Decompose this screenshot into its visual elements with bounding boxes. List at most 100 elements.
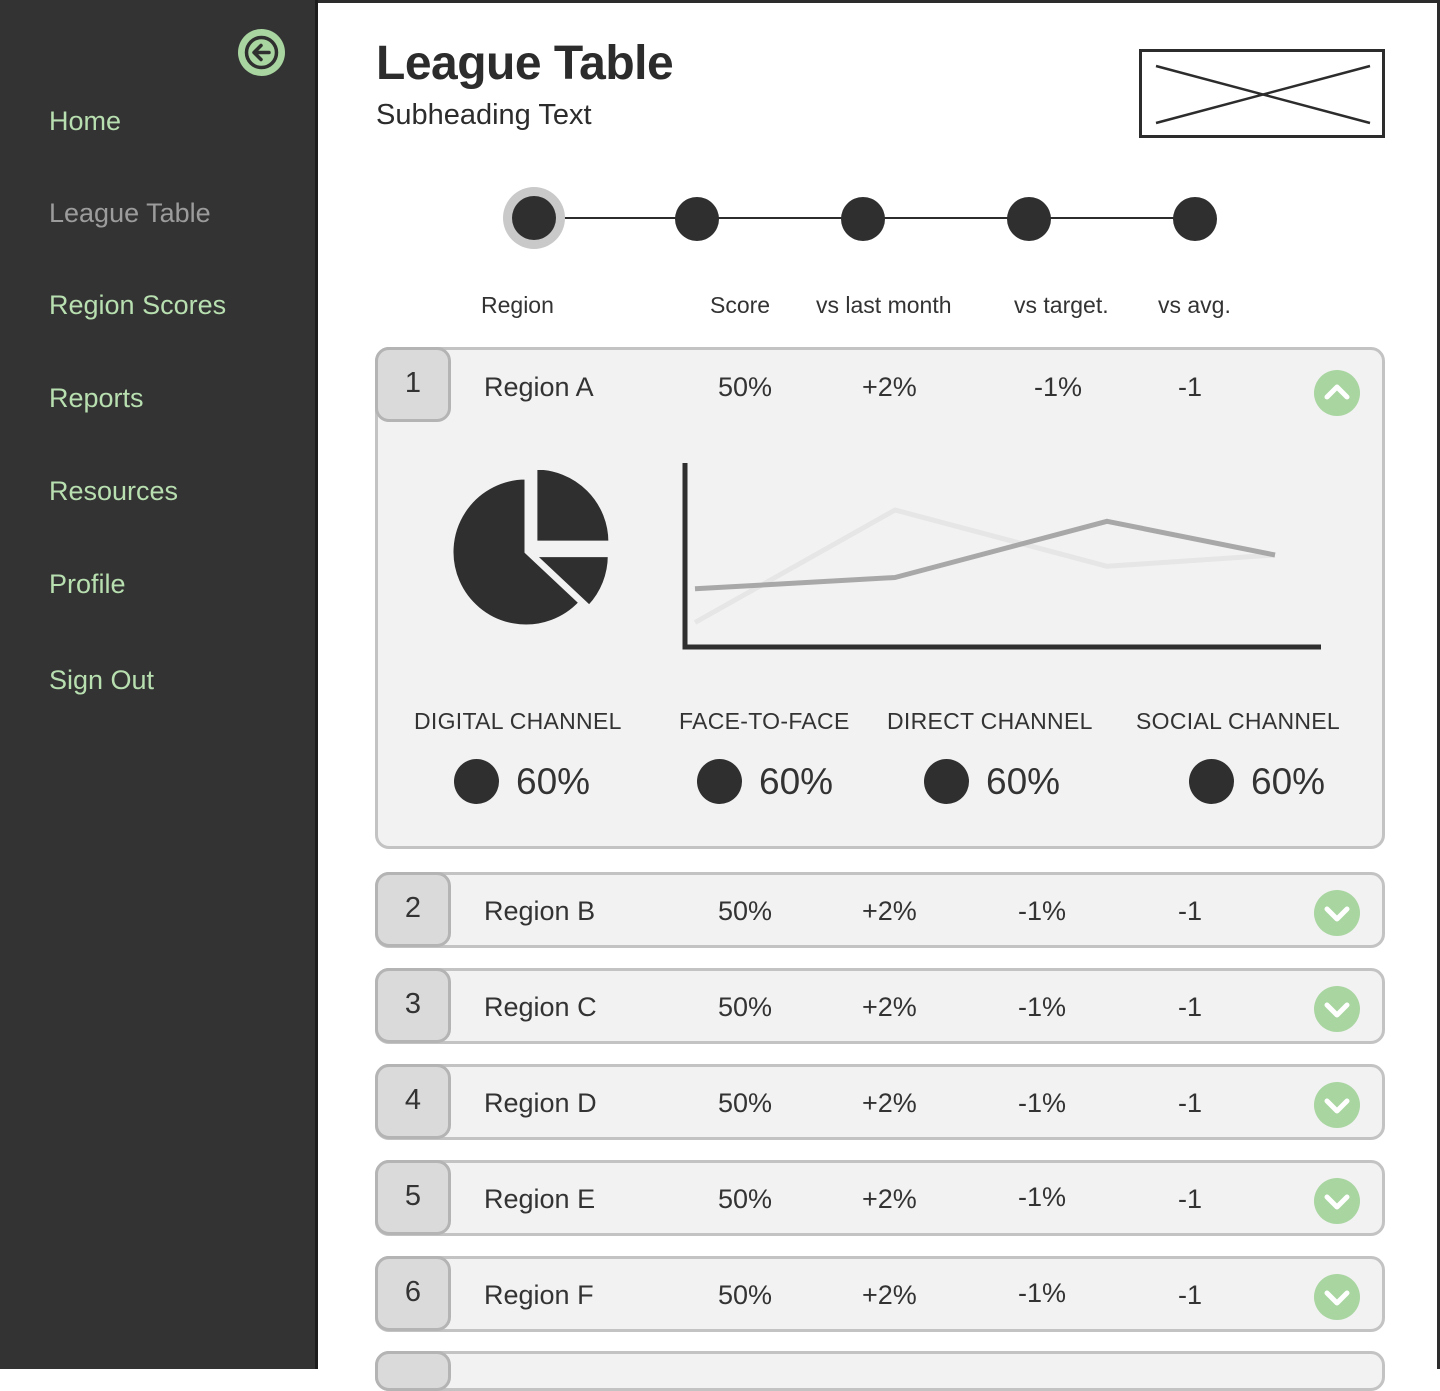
step-5[interactable] <box>1173 197 1217 241</box>
pie-slice-1 <box>534 470 612 544</box>
step-2[interactable] <box>675 197 719 241</box>
region-name: Region E <box>484 1184 596 1214</box>
vs-target-value: -1% <box>1018 896 1067 926</box>
rank-badge: 6 <box>375 1256 451 1331</box>
image-placeholder-icon <box>1155 64 1371 125</box>
sidebar-item-profile[interactable]: Profile <box>49 569 126 599</box>
rank-badge: 5 <box>375 1160 451 1235</box>
step-4[interactable] <box>1007 197 1051 241</box>
vs-avg-value: -1 <box>1178 992 1203 1022</box>
channel-indicator-dot <box>454 759 499 804</box>
channel-label-direct: DIRECT CHANNEL <box>887 708 1093 734</box>
step-1[interactable] <box>512 196 556 240</box>
line-chart <box>682 463 1321 650</box>
channel-value-social: 60% <box>1251 761 1326 802</box>
pie-slice-2 <box>531 554 611 609</box>
expand-button[interactable] <box>1314 986 1360 1032</box>
channel-value-digital: 60% <box>516 761 591 802</box>
page-subtitle: Subheading Text <box>376 99 592 131</box>
rank-badge: 2 <box>375 872 451 947</box>
chart-axes <box>682 463 1321 650</box>
chevron-down-icon <box>1324 1194 1350 1210</box>
channel-indicator-dot <box>697 759 742 804</box>
rank-badge <box>375 1351 451 1391</box>
table-row-partial[interactable] <box>375 1351 1385 1391</box>
table-row[interactable]: 5 Region E 50% +2% -1% -1 <box>375 1160 1385 1236</box>
vs-target-value: -1% <box>1034 372 1083 402</box>
vs-last-month-value: +2% <box>862 896 917 926</box>
sidebar-item-league-table[interactable]: League Table <box>49 198 211 228</box>
page-title: League Table <box>376 37 674 90</box>
column-header-score: Score <box>710 292 771 318</box>
pie-slice-3 <box>450 476 583 628</box>
score-value: 50% <box>718 1280 773 1310</box>
step-3[interactable] <box>841 197 885 241</box>
vs-target-value: -1% <box>1018 992 1067 1022</box>
score-value: 50% <box>718 896 773 926</box>
vs-avg-value: -1 <box>1178 1088 1203 1118</box>
channel-indicator-dot <box>924 759 969 804</box>
sidebar-item-home[interactable]: Home <box>49 106 122 136</box>
expand-button[interactable] <box>1314 1082 1360 1128</box>
score-value: 50% <box>718 1184 773 1214</box>
vs-target-value: -1% <box>1018 1088 1067 1118</box>
region-name: Region D <box>484 1088 597 1118</box>
expand-button[interactable] <box>1314 890 1360 936</box>
logo-placeholder <box>1139 49 1385 138</box>
pie-chart <box>450 470 612 628</box>
rank-badge: 4 <box>375 1064 451 1139</box>
chevron-down-icon <box>1324 1290 1350 1306</box>
region-name: Region B <box>484 896 596 926</box>
table-row[interactable]: 6 Region F 50% +2% -1% -1 <box>375 1256 1385 1332</box>
vs-last-month-value: +2% <box>862 1184 917 1214</box>
chevron-down-icon <box>1324 1002 1350 1018</box>
channel-label-digital: DIGITAL CHANNEL <box>414 708 622 734</box>
column-header-region: Region <box>481 292 554 318</box>
back-button[interactable] <box>238 29 285 76</box>
score-value: 50% <box>718 992 773 1022</box>
sidebar: Home League Table Region Scores Reports … <box>0 0 318 1369</box>
region-name: Region C <box>484 992 597 1022</box>
progress-stepper <box>490 180 1240 260</box>
vs-last-month-value: +2% <box>862 372 917 402</box>
table-row[interactable]: 2 Region B 50% +2% -1% -1 <box>375 872 1385 948</box>
column-header-vs-avg: vs avg. <box>1158 292 1231 318</box>
vs-target-value: -1% <box>1018 1182 1067 1212</box>
region-name: Region F <box>484 1280 594 1310</box>
vs-target-value: -1% <box>1018 1278 1067 1308</box>
channel-label-social: SOCIAL CHANNEL <box>1136 708 1341 734</box>
vs-last-month-value: +2% <box>862 1280 917 1310</box>
rank-badge: 1 <box>375 347 451 422</box>
vs-last-month-value: +2% <box>862 992 917 1022</box>
channel-value-face-to-face: 60% <box>759 761 834 802</box>
channel-indicator-dot <box>1189 759 1234 804</box>
column-header-vs-last-month: vs last month <box>816 292 952 318</box>
sidebar-item-sign-out[interactable]: Sign Out <box>49 665 155 695</box>
sidebar-item-resources[interactable]: Resources <box>49 476 179 506</box>
chevron-up-icon <box>1324 384 1350 400</box>
vs-avg-value: -1 <box>1178 1184 1203 1214</box>
column-header-vs-target: vs target. <box>1014 292 1109 318</box>
score-value: 50% <box>718 1088 773 1118</box>
region-name: Region A <box>484 372 594 402</box>
vs-avg-value: -1 <box>1178 1280 1203 1310</box>
expand-button[interactable] <box>1314 1178 1360 1224</box>
channel-label-face-to-face: FACE-TO-FACE <box>679 708 850 734</box>
score-value: 50% <box>718 372 773 402</box>
rank-badge: 3 <box>375 968 451 1043</box>
collapse-button[interactable] <box>1314 370 1360 416</box>
vs-avg-value: -1 <box>1178 372 1203 402</box>
chevron-down-icon <box>1324 906 1350 922</box>
line-series-1 <box>694 518 1276 592</box>
table-row[interactable]: 3 Region C 50% +2% -1% -1 <box>375 968 1385 1044</box>
vs-avg-value: -1 <box>1178 896 1203 926</box>
line-series-2 <box>693 507 1276 625</box>
chevron-down-icon <box>1324 1098 1350 1114</box>
table-row[interactable]: 4 Region D 50% +2% -1% -1 <box>375 1064 1385 1140</box>
arrow-left-icon <box>244 35 279 70</box>
vs-last-month-value: +2% <box>862 1088 917 1118</box>
sidebar-item-region-scores[interactable]: Region Scores <box>49 290 227 320</box>
sidebar-item-reports[interactable]: Reports <box>49 383 144 413</box>
channel-value-direct: 60% <box>986 761 1061 802</box>
expand-button[interactable] <box>1314 1274 1360 1320</box>
